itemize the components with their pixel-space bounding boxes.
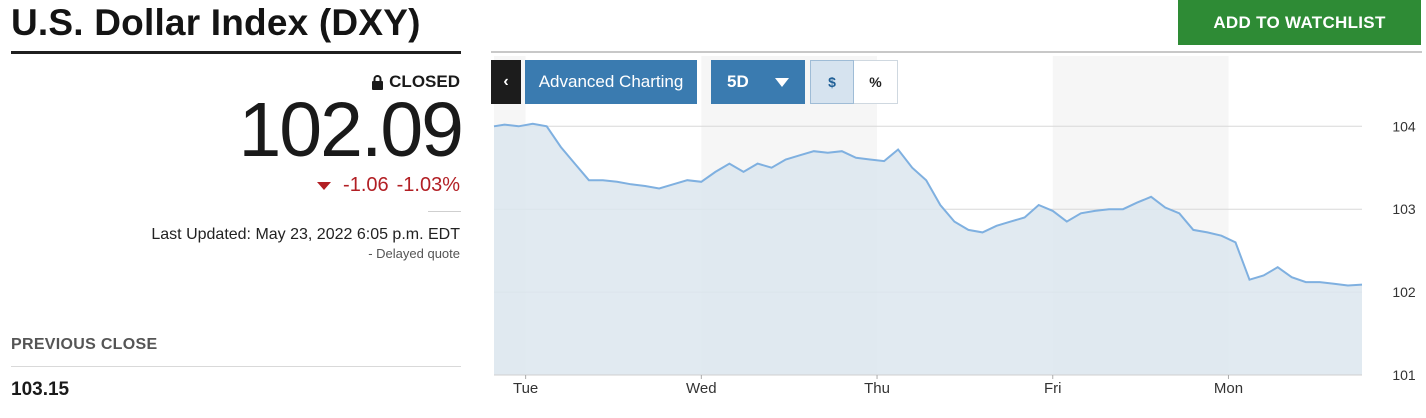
x-tick-label: Fri [1044,380,1062,397]
y-tick-label: 104 [1392,118,1416,134]
market-status-label: CLOSED [389,72,460,91]
previous-close-label: PREVIOUS CLOSE [11,336,158,353]
price-change: -1.06 -1.03% [317,174,460,197]
chart-top-divider [491,51,1422,53]
down-arrow-icon [317,181,332,190]
dollar-mode-toggle[interactable]: $ [810,60,854,104]
advanced-charting-button[interactable]: Advanced Charting [525,60,697,104]
y-tick-label: 103 [1392,201,1416,217]
x-tick-label: Tue [513,380,538,397]
range-dropdown-label: 5D [727,72,749,91]
caret-down-icon [775,78,789,87]
y-axis-labels: 104 103 102 101 [1392,118,1416,383]
y-tick-label: 102 [1392,284,1416,300]
change-percent: -1.03% [396,174,460,196]
price-line [493,122,1363,287]
small-divider [428,211,461,212]
change-value: -1.06 [343,174,389,196]
range-dropdown[interactable]: 5D [711,60,805,104]
x-tick-label: Mon [1214,380,1243,397]
delayed-quote-note: - Delayed quote [368,246,460,261]
market-status: CLOSED [371,72,460,92]
previous-close-divider [11,366,461,367]
x-tick-label: Thu [864,380,890,397]
x-tick-label: Wed [686,380,717,397]
current-price: 102.09 [238,87,464,173]
add-to-watchlist-button[interactable]: ADD TO WATCHLIST [1178,0,1421,45]
price-area [494,123,1362,375]
percent-mode-toggle[interactable]: % [854,60,898,104]
lock-icon [372,74,384,90]
page-title: U.S. Dollar Index (DXY) [11,2,421,43]
last-updated: Last Updated: May 23, 2022 6:05 p.m. EDT [151,226,460,243]
x-axis-labels: Tue Wed Thu Fri Mon [513,375,1243,397]
y-tick-label: 101 [1392,367,1416,383]
previous-close-value: 103.15 [11,379,70,400]
title-divider [11,51,461,54]
collapse-button[interactable]: ‹ [491,60,521,104]
